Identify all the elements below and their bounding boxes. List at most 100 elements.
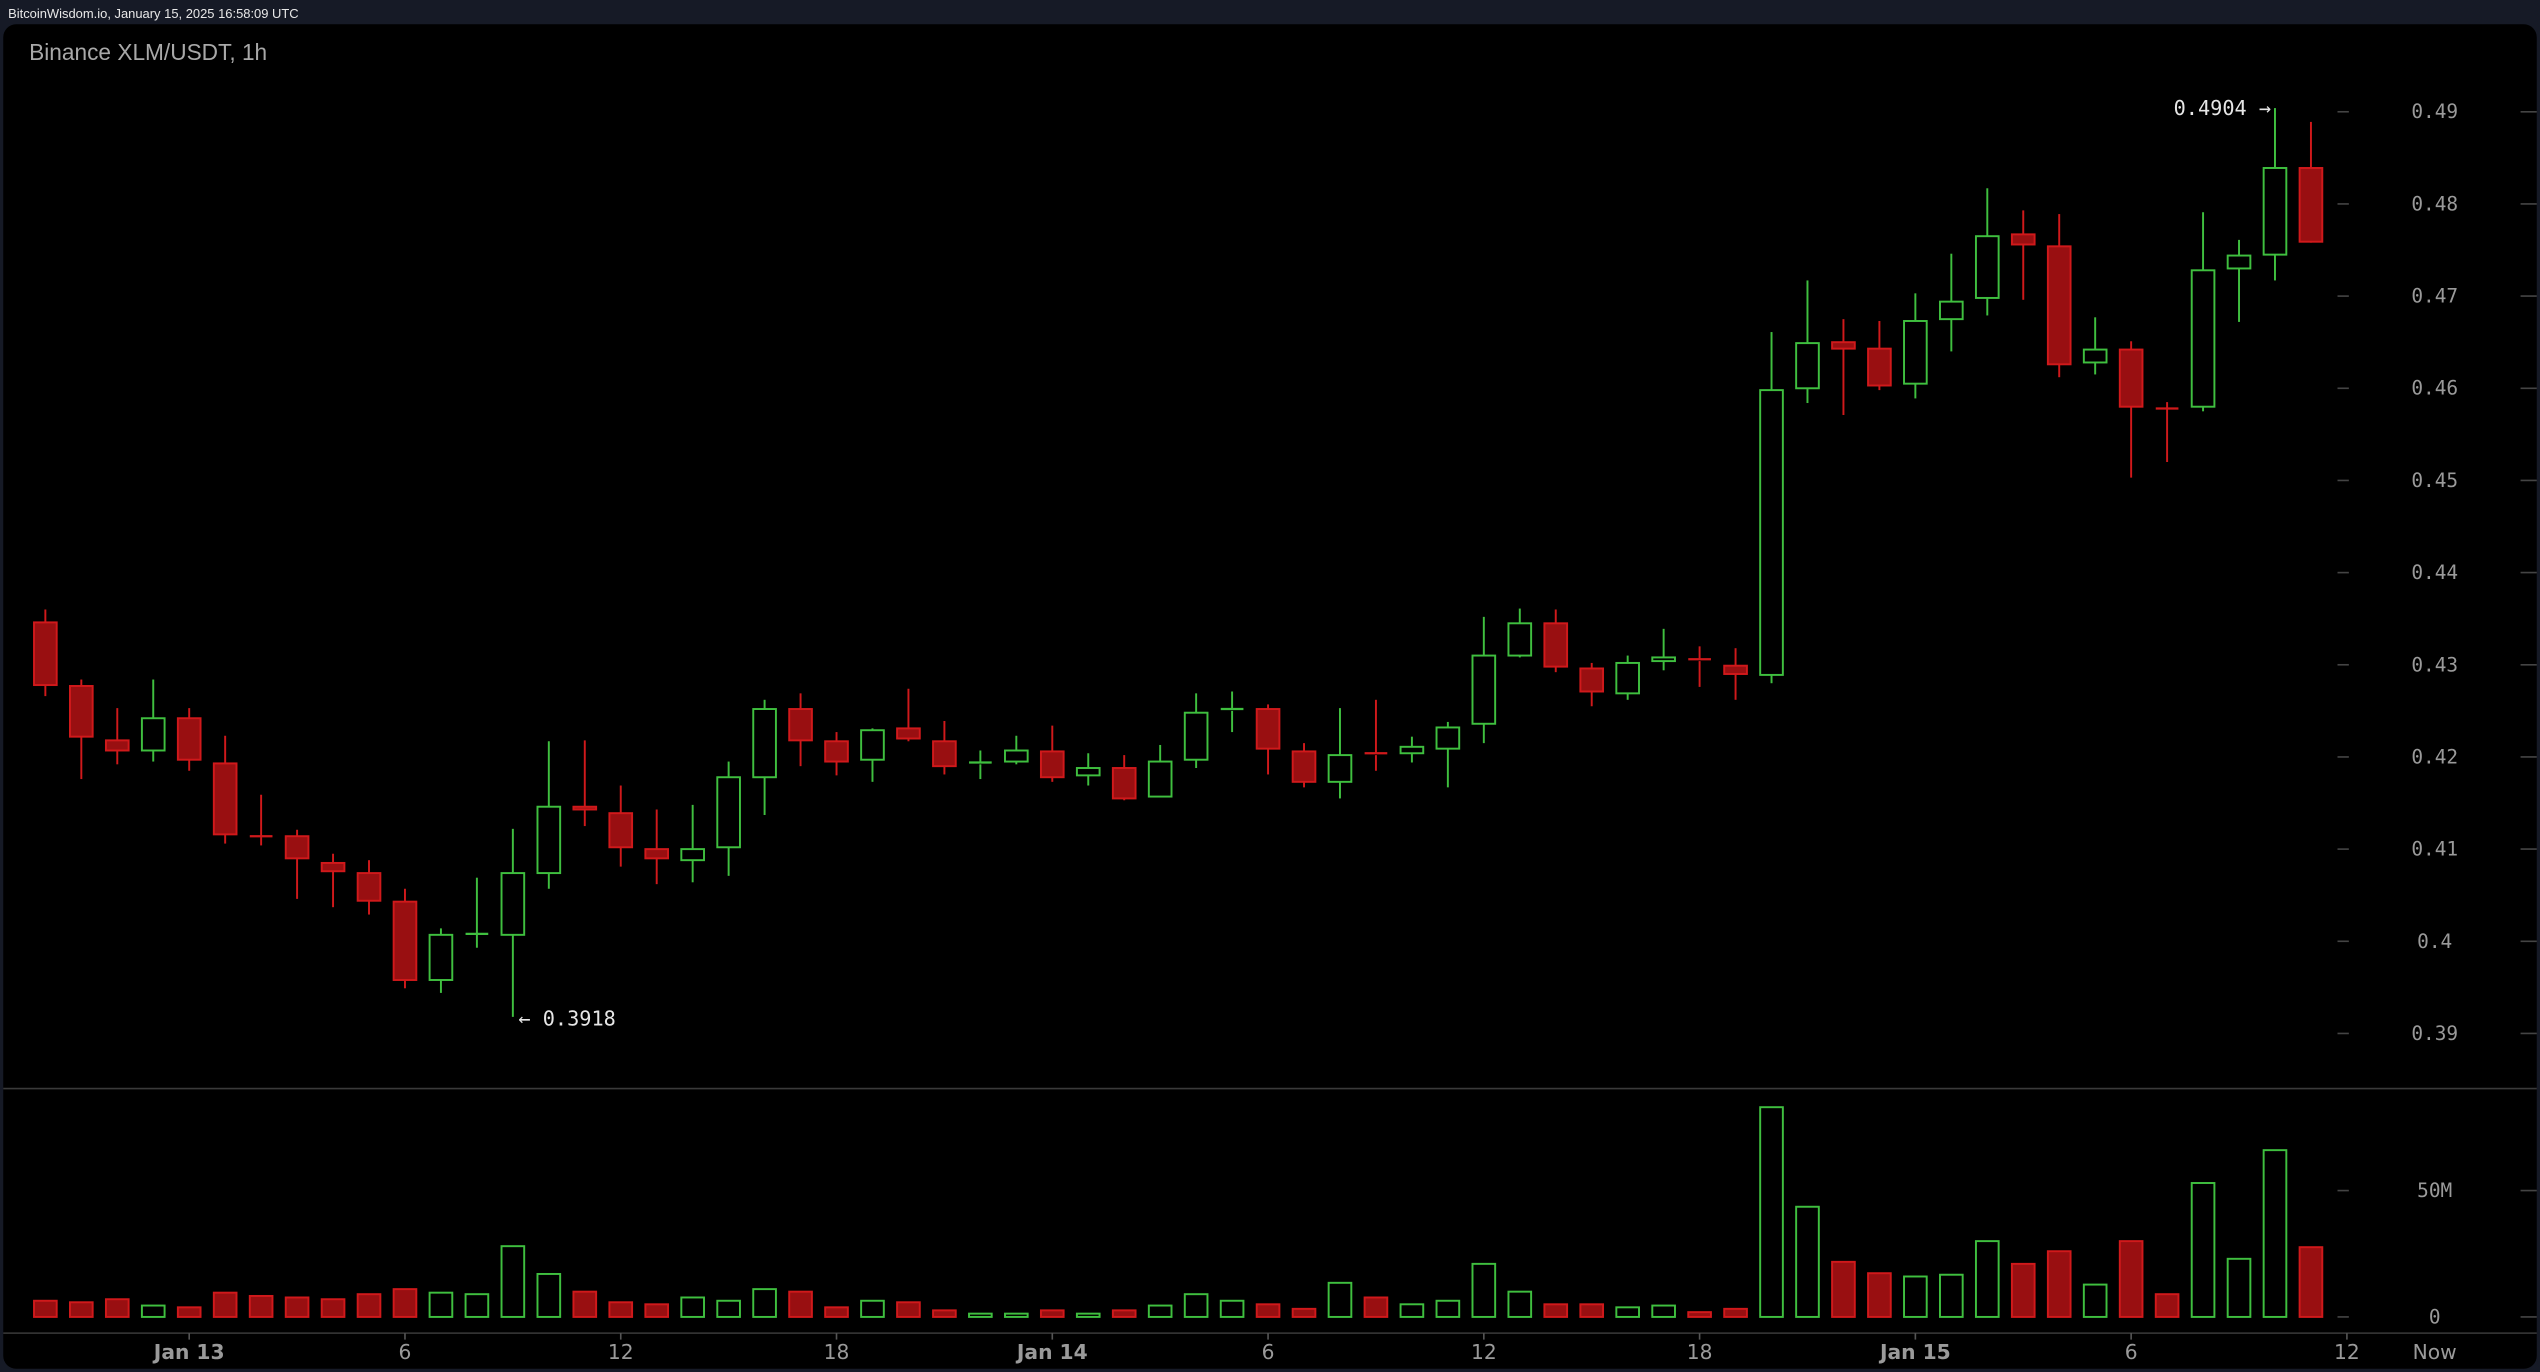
volume-bar [536,1272,562,1318]
chart-title: Binance XLM/USDT, 1h [29,39,267,65]
volume-bar [2118,1240,2144,1318]
candle-up [2082,317,2108,375]
volume-bar [2154,1293,2180,1318]
candle-up [1327,708,1353,799]
candle-up [1147,744,1173,798]
candle-up [1507,608,1533,658]
candle-down [176,708,202,771]
y-tick-label: 0.45 [2411,469,2458,492]
volume-bar [680,1296,705,1318]
candle-body [1039,750,1065,779]
volume-bar [320,1298,346,1318]
candle-body [1111,767,1137,800]
candle-down [356,860,382,915]
candle-body [428,933,454,981]
volume-bar [1579,1303,1605,1318]
x-tick-label: 12 [2334,1340,2360,1364]
candle-body [1579,667,1605,693]
candle-down [644,809,670,885]
candle-body [1399,745,1425,755]
volume-bar [69,1301,94,1318]
candle-up [500,828,526,1017]
volume-bar [1507,1290,1533,1318]
candle-body [500,872,526,936]
x-now-label: Now [2413,1340,2457,1364]
candle-body [1939,300,1964,321]
candle-up [1075,753,1101,786]
candle-body [1147,760,1173,798]
volume-bar [2298,1246,2324,1318]
volume-bar [1183,1293,1209,1318]
volume-bar [1435,1299,1461,1318]
candle-body [2118,348,2144,408]
volume-bar [572,1290,598,1318]
chart-panel [3,24,2537,1369]
y-tick-label: 0.48 [2411,192,2458,215]
candle-body [1615,661,1640,695]
candle-down [104,708,130,765]
volume-bar [1363,1296,1389,1318]
candle-up [752,699,777,816]
candle-body [1075,767,1101,777]
volume-bar [824,1306,849,1318]
volume-bar [2262,1149,2288,1318]
y-tick-label: 0.42 [2411,745,2458,768]
candle-body [176,717,202,761]
candle-down [788,693,813,767]
candle-body [2082,348,2108,364]
candle-up [2190,212,2216,412]
y-tick-label: 0.47 [2411,285,2458,308]
candle-body [932,740,957,768]
candle-down [572,740,598,827]
candle-body [1435,726,1461,750]
candle-down [33,609,58,697]
candle-body [69,685,94,738]
candle-body [2298,167,2324,243]
candles [33,108,2324,1017]
candle-up [1004,735,1029,765]
x-tick-label: 6 [399,1340,412,1364]
volume-bar [644,1303,670,1318]
candle-body [1831,341,1856,350]
candle-body [2190,269,2216,408]
candle-body [2226,254,2252,270]
candle-up [860,728,885,782]
candle-body [644,848,670,860]
candle-down [320,853,346,908]
candle-body [320,861,346,873]
candle-up [1759,332,1784,684]
candle-up [1939,253,1964,352]
candle-body [1759,389,1784,676]
candle-down [1867,320,1892,391]
volume-bar [1687,1311,1712,1318]
y-tick-label: 0.39 [2411,1022,2458,1045]
volume-bar [2082,1283,2108,1318]
y-tick-label: 0.4 [2417,930,2452,953]
candle-down [1831,319,1856,416]
volume-bar [140,1304,166,1318]
volume-bar [752,1288,777,1318]
candle-up [1903,293,1928,399]
candle-down [1039,725,1065,782]
x-tick-label: Jan 14 [1015,1340,1088,1364]
candle-body [896,727,921,740]
candle-down [212,735,238,844]
candle-body [1723,664,1748,675]
y-tick-label: 0.49 [2411,100,2458,123]
low-annotation: ← 0.3918 [518,1006,615,1030]
volume-bar [1651,1304,1676,1318]
volume-bar [1759,1106,1784,1318]
y-tick-label: 0.46 [2411,377,2458,400]
volume-bar [1219,1299,1245,1318]
candle-body [1004,749,1029,763]
candle-down [1291,743,1317,788]
candle-up [1651,628,1676,671]
candle-down [1364,699,1388,771]
candle-down [1723,648,1748,700]
candle-down [896,688,921,742]
y-tick-label: 0.43 [2411,653,2458,676]
volume-bar [248,1294,274,1318]
volume-axis: 50M 0 [2337,1179,2537,1328]
candle-body [716,776,741,849]
